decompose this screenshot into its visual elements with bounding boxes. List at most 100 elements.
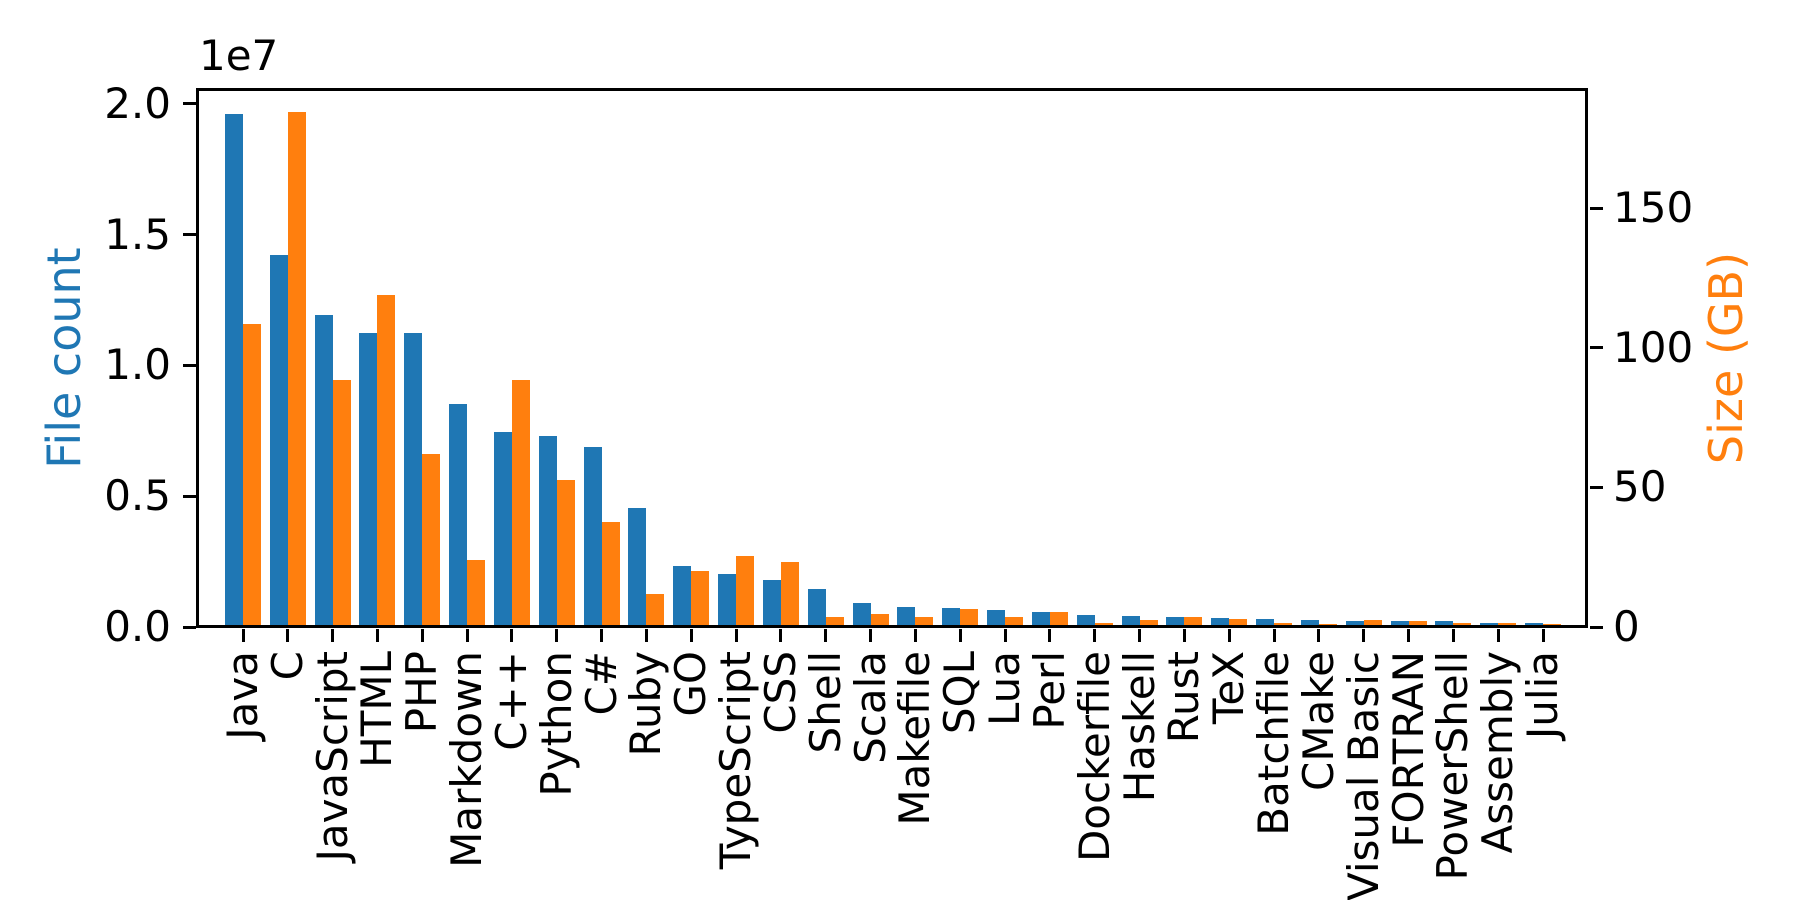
bar-size-gb [601,522,620,625]
bar-file-count [1480,622,1499,625]
bar-size-gb [243,324,261,625]
bar-file-count [987,609,1006,625]
bar-size-gb [377,295,396,625]
left-axis-tick [183,233,196,237]
bar-size-gb [1139,619,1158,625]
left-axis-tick-label: 2.0 [104,78,171,128]
bar-size-gb [1318,623,1337,625]
x-tick-label-javascript: JavaScript [307,651,357,862]
bar-file-count [583,446,602,625]
x-tick-label-assembly: Assembly [1473,651,1523,854]
x-tick-label-cmake: CMake [1293,651,1343,791]
right-axis-tick [1590,346,1603,350]
x-tick-label-tex: TeX [1204,651,1254,725]
x-axis-tick [734,629,738,642]
left-axis-tick-label: 1.0 [104,340,171,390]
left-axis-tick-label: 0.0 [104,602,171,651]
x-axis-tick [510,629,514,642]
x-tick-label-css: CSS [755,651,805,734]
left-axis-tick-label: 1.5 [104,209,171,259]
x-axis-tick [1451,629,1455,642]
bar-file-count [269,255,288,625]
bar-file-count [493,431,512,625]
bar-size-gb [870,614,889,625]
bar-file-count [852,603,871,625]
x-tick-label-c-: C# [576,651,626,716]
x-axis-tick [689,629,693,642]
x-tick-label-scala: Scala [845,651,895,764]
x-tick-label-sql: SQL [935,651,985,735]
x-tick-label-go: GO [666,651,716,717]
bar-file-count [673,565,692,625]
x-axis-tick [779,629,783,642]
x-tick-label-c: C [262,651,312,681]
bar-size-gb [422,453,441,625]
right-axis-tick-label: 150 [1613,183,1694,233]
x-axis-tick [600,629,604,642]
x-axis-tick [465,629,469,642]
bar-file-count [1166,616,1185,625]
x-tick-label-julia: Julia [1518,651,1567,740]
bar-size-gb [1453,623,1472,625]
x-tick-label-html: HTML [352,651,402,768]
bar-file-count [404,332,423,625]
left-axis-tick [183,494,196,498]
bar-file-count [449,403,468,625]
bar-file-count [718,574,737,625]
bar-size-gb [287,111,306,625]
x-axis-tick [1182,629,1186,642]
x-axis-tick [913,629,917,642]
bar-size-gb [915,616,934,625]
x-tick-label-ruby: Ruby [621,651,671,757]
bar-file-count [762,579,781,625]
x-tick-label-c-: C++ [486,651,536,751]
bar-file-count [897,607,916,625]
left-axis-tick [183,102,196,106]
left-axis-scale-offset-label: 1e7 [199,31,279,80]
bar-size-gb [780,561,799,625]
x-axis-tick [824,629,828,642]
x-tick-label-fortran: FORTRAN [1383,651,1433,848]
x-axis-tick [1138,629,1142,642]
x-tick-label-java: Java [218,651,267,740]
right-axis-tick [1590,206,1603,210]
bar-file-count [1121,616,1140,625]
left-axis-tick [183,625,196,629]
right-axis-tick [1590,485,1603,489]
bar-file-count [628,507,647,625]
bar-size-gb [646,594,665,625]
bar-size-gb [825,616,844,625]
bar-file-count [1300,620,1319,625]
x-tick-label-rust: Rust [1159,651,1209,744]
x-axis-tick [1272,629,1276,642]
x-axis-tick [1362,629,1366,642]
x-tick-label-python: Python [531,651,581,797]
x-tick-label-visual-basic: Visual Basic [1338,651,1388,900]
x-tick-label-shell: Shell [800,651,850,754]
left-axis-tick-label: 0.5 [104,471,171,521]
right-axis-tick [1590,625,1603,629]
bar-size-gb [1005,617,1024,625]
bar-size-gb [1184,617,1203,625]
x-axis-tick [1407,629,1411,642]
bar-size-gb [1094,623,1113,625]
bar-size-gb [556,479,575,625]
bar-file-count [942,607,961,625]
x-tick-label-php: PHP [397,651,447,734]
x-axis-tick [375,629,379,642]
x-axis-tick [241,629,245,642]
bar-file-count [1525,623,1543,625]
bar-file-count [1256,618,1275,625]
bar-size-gb [1498,622,1517,625]
bar-file-count [1345,620,1364,625]
x-tick-label-powershell: PowerShell [1428,651,1478,881]
bar-size-gb [1274,623,1293,625]
bar-size-gb [960,609,979,625]
x-axis-tick [1227,629,1231,642]
x-axis-tick [958,629,962,642]
x-axis-tick [1003,629,1007,642]
bar-file-count [807,588,826,625]
bar-size-gb [1543,624,1561,625]
x-axis-tick [869,629,873,642]
